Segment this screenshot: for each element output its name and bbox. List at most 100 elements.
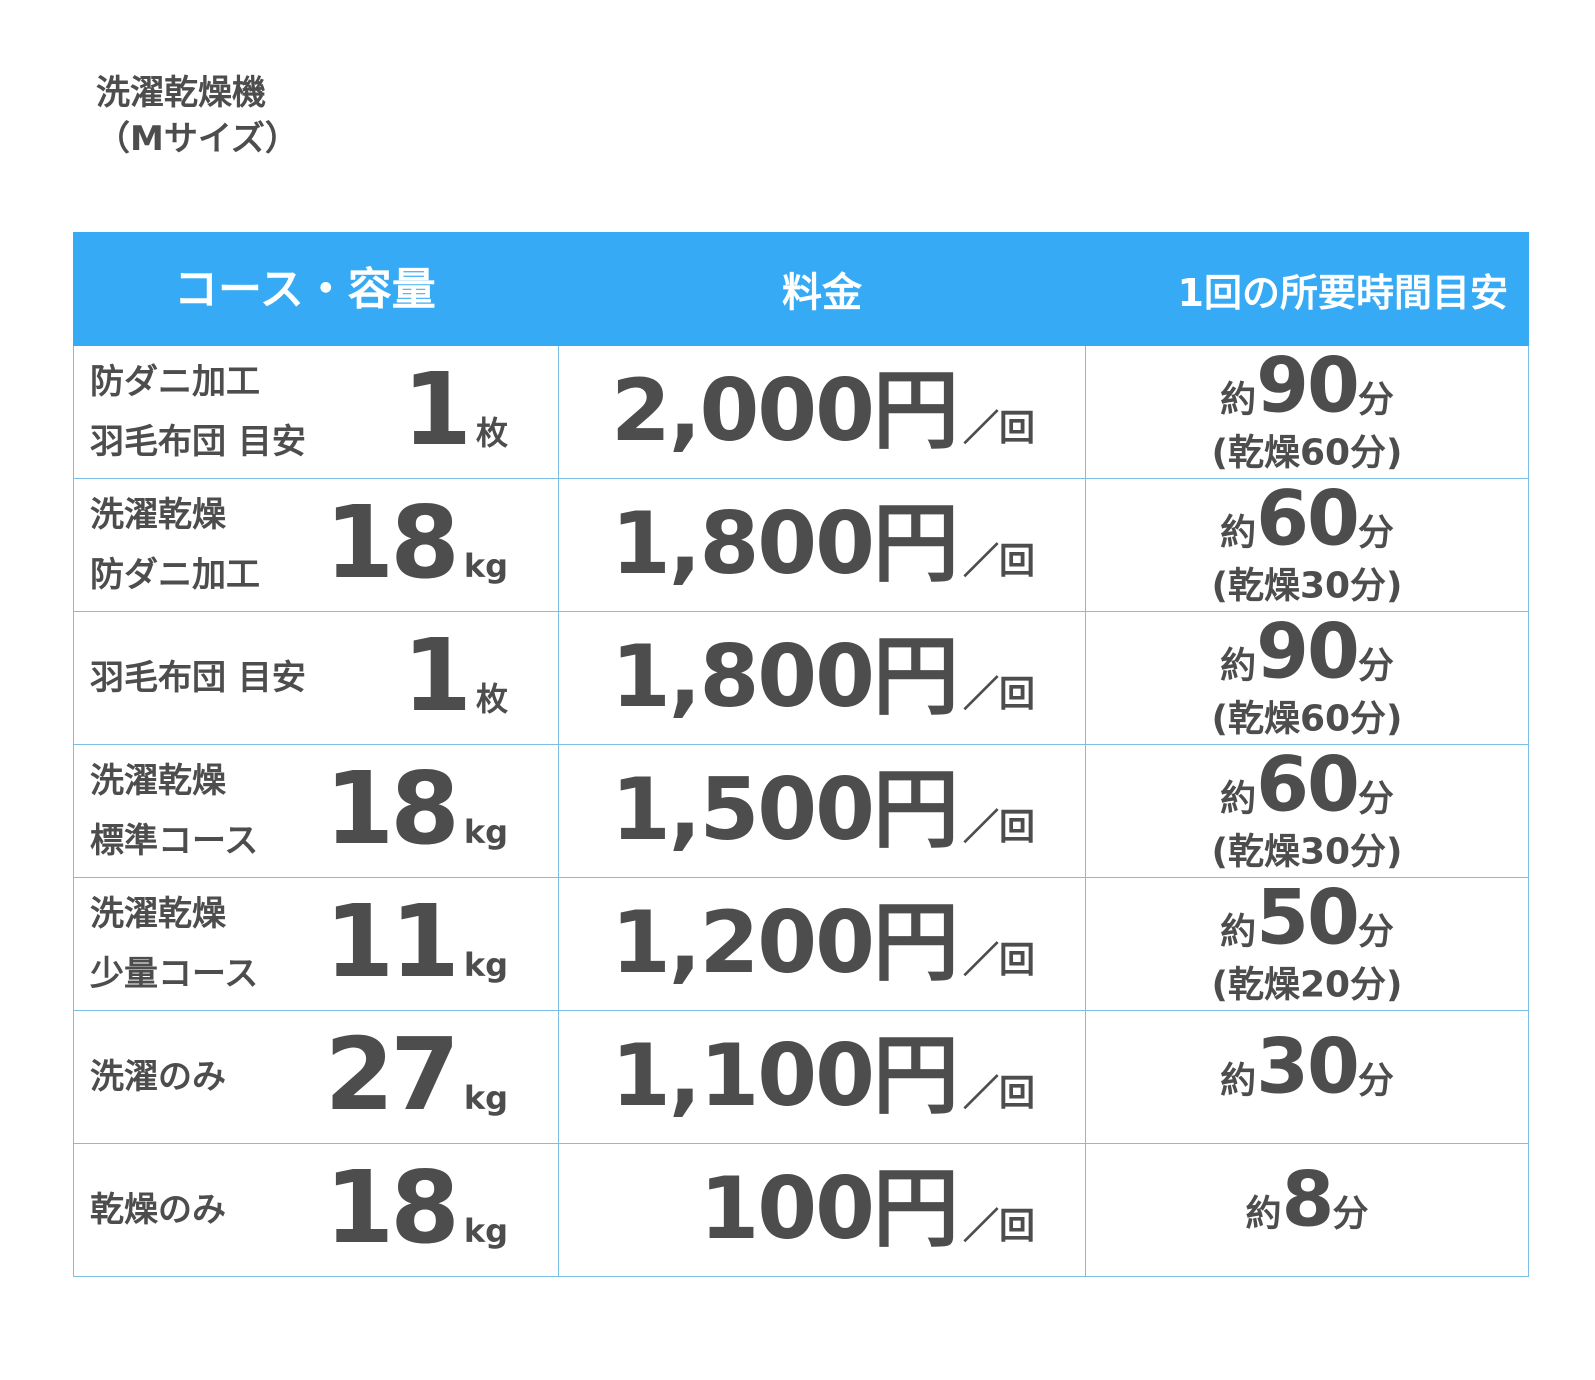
course-name: 防ダニ加工 羽毛布団 目安 [90, 352, 306, 472]
table-row: 洗濯乾燥 標準コース 18 kg 1,500円 ／回 約60分 (乾燥30分) [73, 744, 1529, 878]
price-value: 1,800円 [610, 627, 959, 727]
header-time: 1回の所要時間目安 [1085, 232, 1529, 346]
time: 約60分 (乾燥30分) [1087, 746, 1528, 873]
price-cell: 1,100円 ／回 [558, 1010, 1086, 1144]
time-main: 約90分 [1087, 613, 1528, 707]
price-cell: 1,200円 ／回 [558, 877, 1086, 1011]
time-prefix: 約 [1245, 1193, 1282, 1235]
table-row: 防ダニ加工 羽毛布団 目安 1 枚 2,000円 ／回 約90分 (乾燥60分) [73, 345, 1529, 479]
time-sub: (乾燥20分) [1211, 964, 1403, 1006]
price: 1,500円 ／回 [611, 765, 1035, 855]
capacity-value: 18 [324, 750, 460, 867]
capacity-unit: kg [463, 547, 508, 585]
table-row: 洗濯乾燥防ダニ加工 18 kg 1,800円 ／回 約60分 (乾燥30分) [73, 478, 1529, 612]
course-name-line: 防ダニ加工 [90, 362, 260, 402]
time-value: 8 [1281, 1154, 1335, 1244]
course-cell: 洗濯乾燥 標準コース 18 kg [73, 744, 559, 878]
time-main: 約50分 [1087, 879, 1528, 973]
table-row: 乾燥のみ 18 kg 100円 ／回 約8分 [73, 1143, 1529, 1277]
capacity-unit: kg [463, 813, 508, 851]
capacity-unit: 枚 [475, 680, 508, 718]
time-main: 約30分 [1087, 1028, 1528, 1122]
time-unit: 分 [1357, 911, 1394, 953]
price-suffix: ／回 [962, 408, 1035, 449]
price-value: 100円 [699, 1159, 959, 1259]
time: 約50分 (乾燥20分) [1087, 879, 1528, 1006]
time-main: 約60分 [1087, 480, 1528, 574]
price-cell: 1,500円 ／回 [558, 744, 1086, 878]
header-course: コース・容量 [73, 232, 559, 346]
header-price: 料金 [558, 232, 1086, 346]
course-name: 洗濯乾燥 標準コース [90, 751, 258, 871]
price: 1,800円 ／回 [611, 632, 1035, 722]
time-value: 60 [1256, 478, 1360, 563]
time-cell: 約8分 [1085, 1143, 1529, 1277]
capacity-value: 1 [402, 351, 472, 468]
time-prefix: 約 [1220, 379, 1257, 421]
time-sub: (乾燥30分) [1211, 831, 1403, 873]
time-main: 約8分 [1087, 1161, 1528, 1255]
capacity-unit: 枚 [475, 414, 508, 452]
time-main: 約60分 [1087, 746, 1528, 840]
capacity-value: 27 [324, 1016, 460, 1133]
time-cell: 約60分 (乾燥30分) [1085, 478, 1529, 612]
capacity-value: 18 [324, 484, 460, 601]
course-name-line: 乾燥のみ [90, 1190, 226, 1230]
price-cell: 100円 ／回 [558, 1143, 1086, 1277]
price-value: 1,100円 [610, 1026, 959, 1126]
capacity: 11 kg [325, 892, 508, 992]
course-name: 洗濯のみ [90, 1047, 226, 1107]
course-cell: 乾燥のみ 18 kg [73, 1143, 559, 1277]
capacity: 18 kg [325, 493, 508, 593]
capacity-value: 11 [324, 883, 460, 1000]
capacity-value: 18 [324, 1149, 460, 1266]
time: 約90分 (乾燥60分) [1087, 613, 1528, 740]
capacity-value: 1 [402, 617, 472, 734]
price-suffix: ／回 [962, 807, 1035, 848]
price-value: 1,500円 [610, 760, 959, 860]
time-value: 50 [1256, 877, 1360, 962]
course-name: 洗濯乾燥 防ダニ加工 [90, 485, 260, 605]
time-unit: 分 [1357, 379, 1394, 421]
price: 2,000円 ／回 [611, 366, 1035, 456]
course-cell: 羽毛布団 目安 1 枚 [73, 611, 559, 745]
course-name: 羽毛布団 目安 [90, 648, 306, 708]
course-name-line: 洗濯乾燥 [90, 894, 226, 934]
course-name-line: 羽毛布団 目安 [90, 658, 306, 698]
price-value: 1,200円 [610, 893, 959, 993]
price-value: 1,800円 [610, 494, 959, 594]
course-name: 乾燥のみ [90, 1180, 226, 1240]
price-cell: 1,800円 ／回 [558, 478, 1086, 612]
time-unit: 分 [1357, 1060, 1394, 1102]
price-suffix: ／回 [962, 940, 1035, 981]
time-cell: 約60分 (乾燥30分) [1085, 744, 1529, 878]
time-prefix: 約 [1220, 645, 1257, 687]
time-prefix: 約 [1220, 512, 1257, 554]
time-sub: (乾燥60分) [1211, 698, 1403, 740]
course-name-line: 洗濯乾燥 [90, 495, 226, 535]
time-value: 60 [1256, 744, 1360, 829]
table-row: 洗濯のみ 27 kg 1,100円 ／回 約30分 [73, 1010, 1529, 1144]
course-name-line: 洗濯のみ [90, 1057, 226, 1097]
time-sub: (乾燥60分) [1211, 432, 1403, 474]
time-unit: 分 [1357, 645, 1394, 687]
time-value: 90 [1256, 611, 1360, 696]
table-row: 羽毛布団 目安 1 枚 1,800円 ／回 約90分 (乾燥60分) [73, 611, 1529, 745]
page-title-line2: （Mサイズ） [96, 119, 299, 159]
course-name-line: 標準コース [90, 821, 259, 861]
price-table: コース・容量 料金 1回の所要時間目安 防ダニ加工 羽毛布団 目安 1 枚 2,000円… [73, 232, 1529, 1277]
course-name-line: 少量コース [90, 954, 259, 994]
price: 1,200円 ／回 [611, 898, 1035, 988]
time-prefix: 約 [1220, 911, 1257, 953]
page-title: 洗濯乾燥機 （Mサイズ） [96, 70, 299, 162]
course-name-line: 防ダニ加工 [90, 555, 260, 595]
time: 約90分 (乾燥60分) [1087, 347, 1528, 474]
time-prefix: 約 [1220, 1060, 1257, 1102]
price-value: 2,000円 [610, 361, 959, 461]
time-unit: 分 [1357, 512, 1394, 554]
time-cell: 約90分 (乾燥60分) [1085, 345, 1529, 479]
capacity: 27 kg [325, 1025, 508, 1125]
capacity-unit: kg [463, 946, 508, 984]
